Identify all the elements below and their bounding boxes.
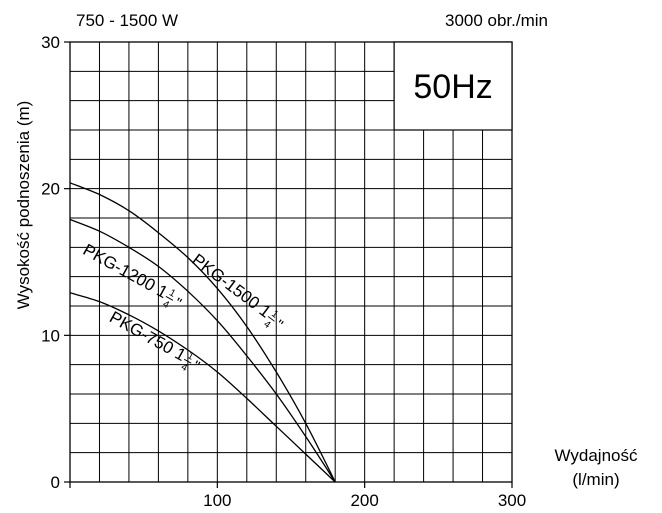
x-tick-label: 200 [350, 491, 378, 510]
x-tick-label: 100 [203, 491, 231, 510]
curve-label-model: PKG-1500 1 [188, 250, 274, 321]
curve-labels: PKG-1500 114 "PKG-1200 114 "PKG-750 114 " [80, 240, 286, 376]
curves [69, 182, 336, 483]
curve-label-frac-bar [267, 316, 275, 322]
curve-label-frac-bar [183, 358, 192, 364]
y-tick-label: 30 [41, 33, 60, 52]
y-axis-title: Wysokość podnoszenia (m) [14, 101, 33, 310]
curve-1 [69, 218, 336, 483]
x-axis-title-line1: Wydajność [555, 446, 638, 465]
curve-label-1: PKG-1200 114 " [80, 240, 184, 312]
curve-label-frac-num: 1 [167, 287, 178, 300]
curve-label-frac-den: 4 [179, 362, 190, 375]
frequency-label: 50Hz [413, 68, 492, 106]
curve-label-0: PKG-1500 114 " [188, 250, 286, 334]
curve-label-frac-num: 1 [185, 350, 196, 363]
y-tick-labels: 0 10 20 30 [41, 33, 60, 492]
curve-label-frac-bar [165, 296, 174, 301]
curve-label-model: PKG-750 1 [106, 308, 189, 365]
y-tick-label: 10 [41, 326, 60, 345]
curve-label-frac-den: 4 [161, 299, 172, 312]
y-tick-label: 0 [51, 473, 60, 492]
y-tick-label: 20 [41, 180, 60, 199]
curve-label-2: PKG-750 114 " [106, 308, 202, 376]
header-power: 750 - 1500 W [76, 11, 178, 30]
x-tick-label: 300 [498, 491, 526, 510]
curve-label-frac-num: 1 [269, 308, 280, 320]
curve-2 [69, 292, 336, 483]
frequency-box [393, 41, 513, 131]
x-axis-title-line2: (l/min) [572, 470, 619, 489]
plot-frame [69, 41, 513, 483]
x-tick-labels: 100 200 300 [203, 491, 526, 510]
curve-label-frac-den: 4 [261, 319, 272, 331]
header-speed: 3000 obr./min [445, 11, 548, 30]
curve-0 [69, 182, 336, 483]
curve-label-model: PKG-1200 1 [80, 240, 171, 302]
